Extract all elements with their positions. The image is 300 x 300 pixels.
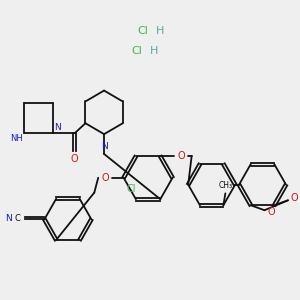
Text: O: O: [101, 173, 109, 183]
Text: O: O: [268, 207, 275, 217]
Text: NH: NH: [10, 134, 23, 143]
Text: CH₃: CH₃: [218, 181, 233, 190]
Text: H: H: [150, 46, 158, 56]
Text: O: O: [177, 151, 185, 161]
Text: N: N: [5, 214, 12, 223]
Text: N: N: [54, 123, 61, 132]
Text: Cl: Cl: [126, 184, 136, 194]
Text: H: H: [156, 26, 164, 36]
Text: O: O: [71, 154, 79, 164]
Text: Cl: Cl: [131, 46, 142, 56]
Text: N: N: [101, 142, 107, 151]
Text: O: O: [291, 193, 298, 203]
Text: C: C: [14, 214, 20, 223]
Text: Cl: Cl: [137, 26, 148, 36]
